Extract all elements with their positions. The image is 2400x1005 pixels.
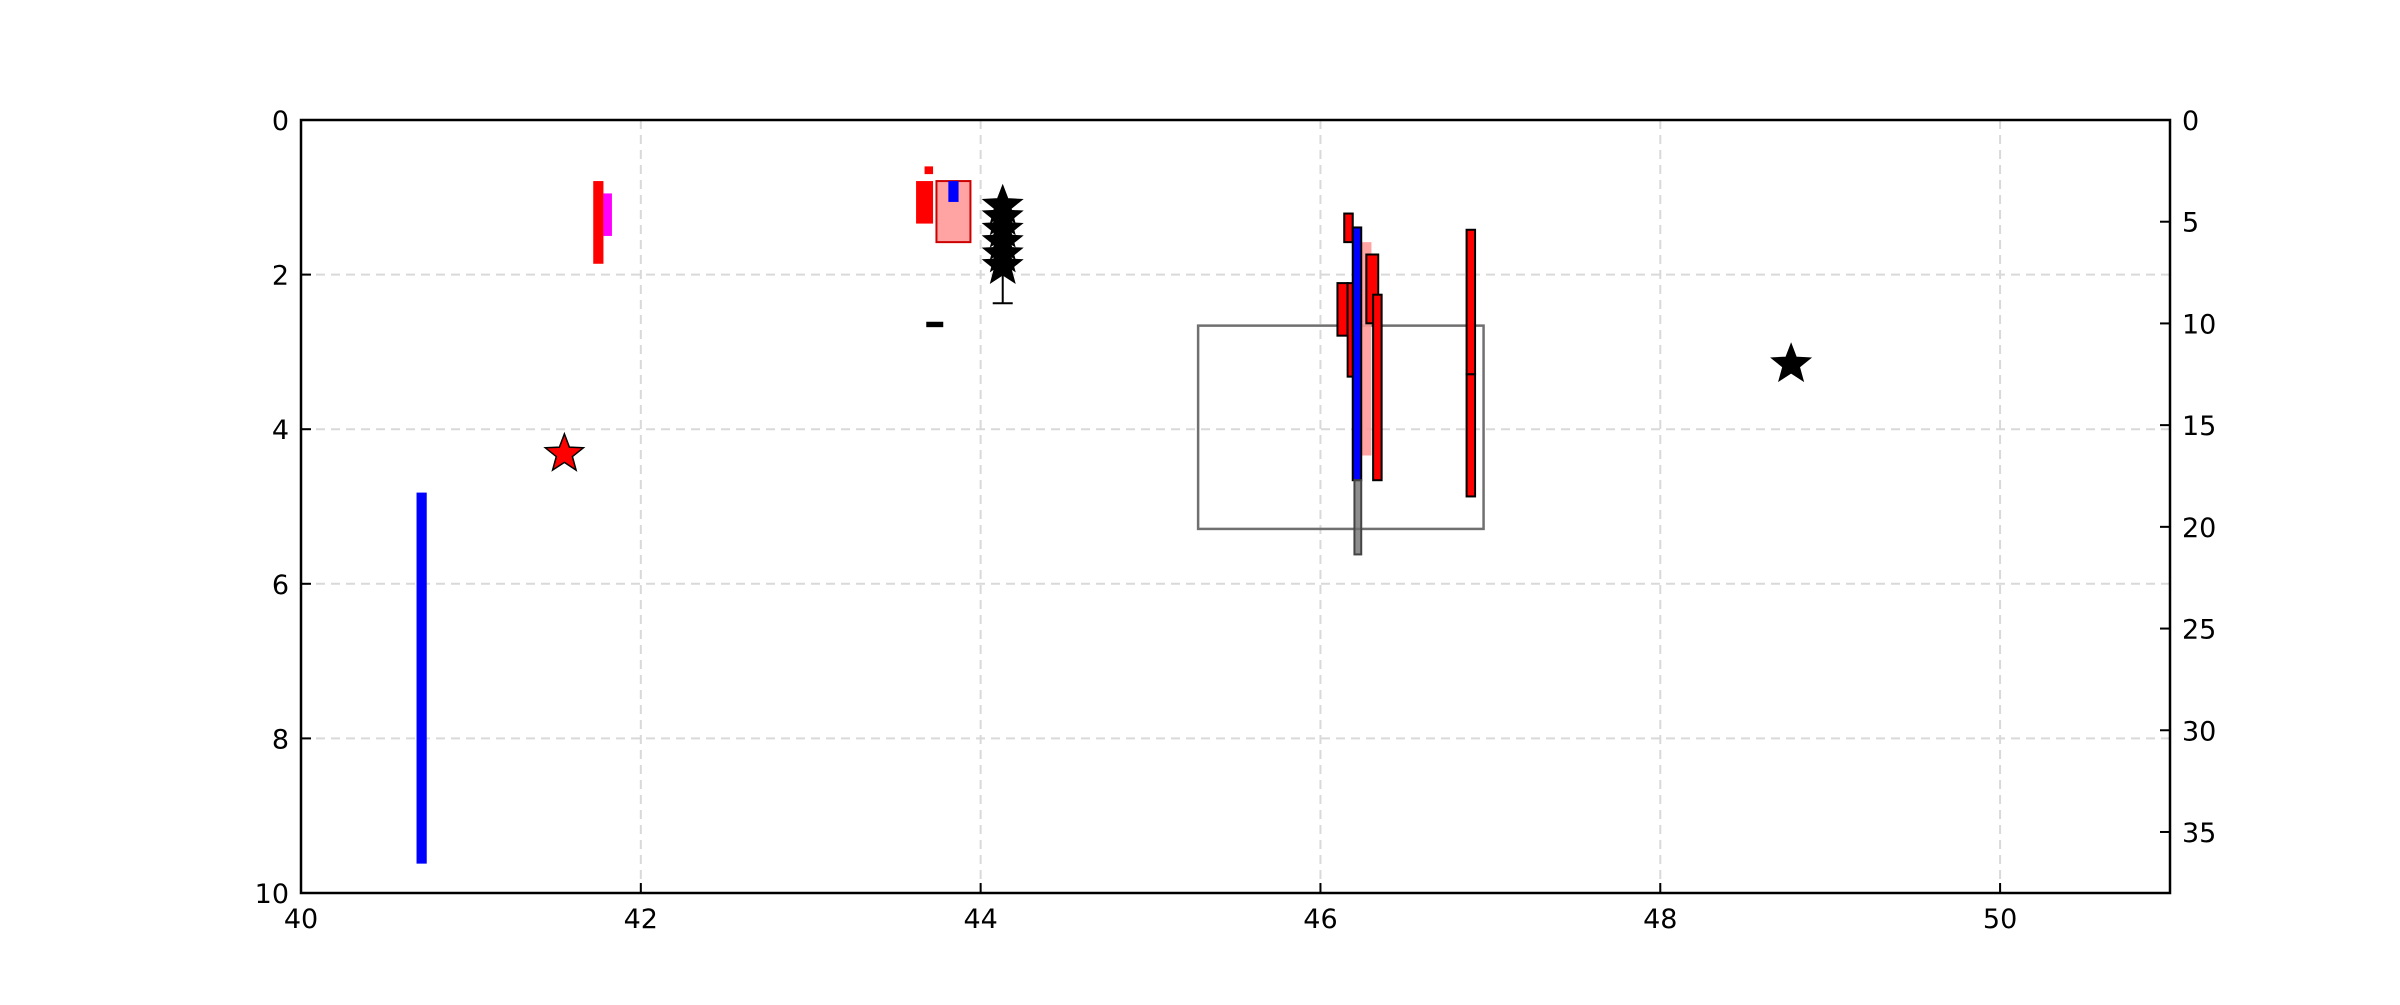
range-bar <box>1465 373 1477 498</box>
y-tick-label: 2 <box>272 261 289 292</box>
y-tick-label: 0 <box>272 106 289 137</box>
range-bar <box>1353 479 1363 556</box>
x-tick-label: 42 <box>624 904 658 935</box>
y2-tick-label: 35 <box>2182 818 2216 849</box>
y-tick-label: 10 <box>255 879 289 910</box>
range-bar <box>603 193 612 236</box>
data-layer <box>416 166 1813 864</box>
x-tick-label: 48 <box>1643 904 1677 935</box>
y2-tick-label: 10 <box>2182 309 2216 340</box>
y-tick-label: 6 <box>272 570 289 601</box>
range-bar <box>924 166 934 175</box>
range-bar <box>1336 282 1349 337</box>
y2-tick-label: 0 <box>2182 106 2199 137</box>
range-bar <box>593 181 604 264</box>
range-bar <box>1343 212 1354 244</box>
range-bar <box>1465 228 1477 376</box>
range-bar <box>926 321 944 328</box>
star-marker <box>1770 342 1813 383</box>
star-marker <box>981 243 1024 285</box>
star-marker <box>543 431 586 472</box>
y2-tick-label: 15 <box>2182 411 2216 442</box>
range-bar <box>916 181 934 224</box>
y2-tick-label: 5 <box>2182 208 2199 239</box>
x-tick-label: 46 <box>1303 904 1337 935</box>
y2-tick-label: 25 <box>2182 615 2216 646</box>
x-tick-label: 44 <box>963 904 997 935</box>
x-tick-label: 50 <box>1983 904 2017 935</box>
plot-frame <box>299 118 2172 895</box>
y2-tick-label: 20 <box>2182 513 2216 544</box>
y-tick-label: 4 <box>272 415 289 446</box>
range-bar <box>1372 293 1383 482</box>
y2-tick-label: 30 <box>2182 716 2216 747</box>
range-bar <box>416 492 427 864</box>
x-tick-label: 40 <box>284 904 318 935</box>
range-bar <box>1361 242 1372 456</box>
range-bar <box>1351 226 1363 482</box>
grid-layer <box>301 120 2170 893</box>
range-bar <box>948 181 959 202</box>
y-tick-label: 8 <box>272 724 289 755</box>
